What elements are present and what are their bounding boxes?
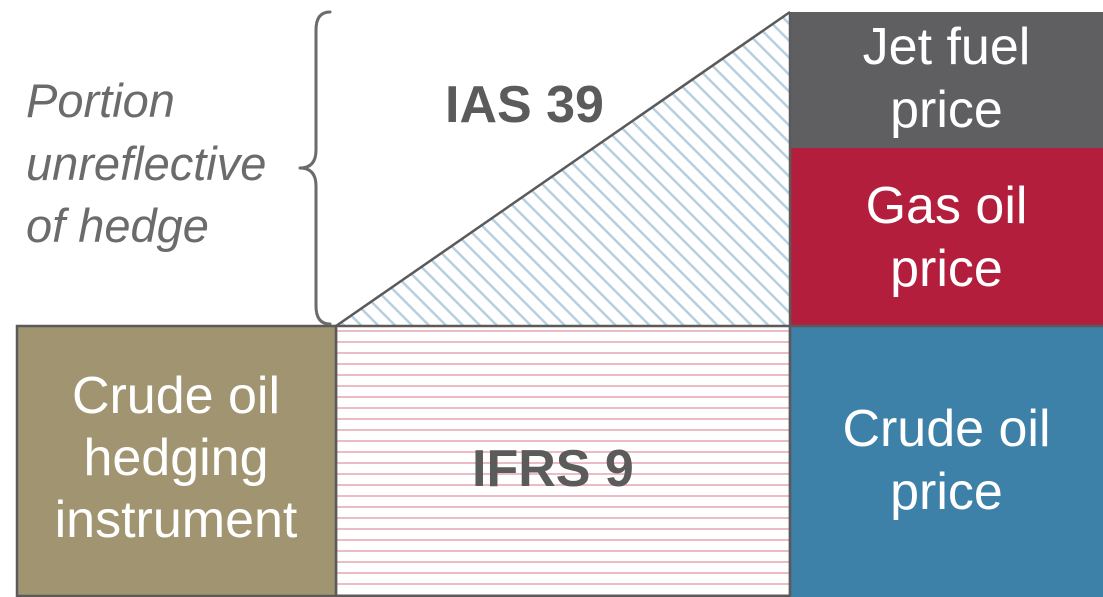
crude-oil-hedging-instrument-label: Crude oil hedging instrument (18, 366, 334, 552)
portion-label-line: Portion (26, 74, 175, 127)
gas-oil-label-line: price (890, 240, 1003, 299)
crude-oil-price-label-line: Crude oil (842, 400, 1051, 458)
crude-oil-hedging-label-line: Crude oil (71, 367, 281, 425)
jet-fuel-price-block (790, 12, 1103, 148)
gas-oil-price-block (790, 148, 1103, 326)
ifrs9-hatched-area (334, 324, 792, 597)
portion-label-line: of hedge (26, 199, 209, 252)
gas-oil-label-line: Gas oil (865, 177, 1028, 235)
gas-oil-price-label: Gas oil price (790, 175, 1103, 302)
jet-fuel-price-label: Jet fuel price (790, 16, 1103, 143)
crude-oil-hedging-instrument-block (15, 324, 338, 597)
ifrs9-label: IFRS 9 (472, 440, 634, 498)
crude-oil-price-label-line: price (890, 463, 1003, 522)
jet-fuel-label-line: Jet fuel (862, 18, 1031, 76)
portion-label-line: unreflective (26, 136, 267, 190)
crude-oil-hedging-label-line: hedging (83, 428, 269, 487)
curly-brace (298, 10, 332, 326)
crude-oil-price-block (790, 326, 1103, 597)
ias39-triangle-hypotenuse (335, 10, 791, 328)
crude-oil-hedging-label-line: instrument (54, 490, 298, 549)
jet-fuel-label-line: price (890, 81, 1003, 140)
crude-oil-price-label: Crude oil price (790, 398, 1103, 525)
ias39-label: IAS 39 (445, 76, 604, 134)
portion-unreflective-label: Portion unreflective of hedge (26, 70, 266, 258)
